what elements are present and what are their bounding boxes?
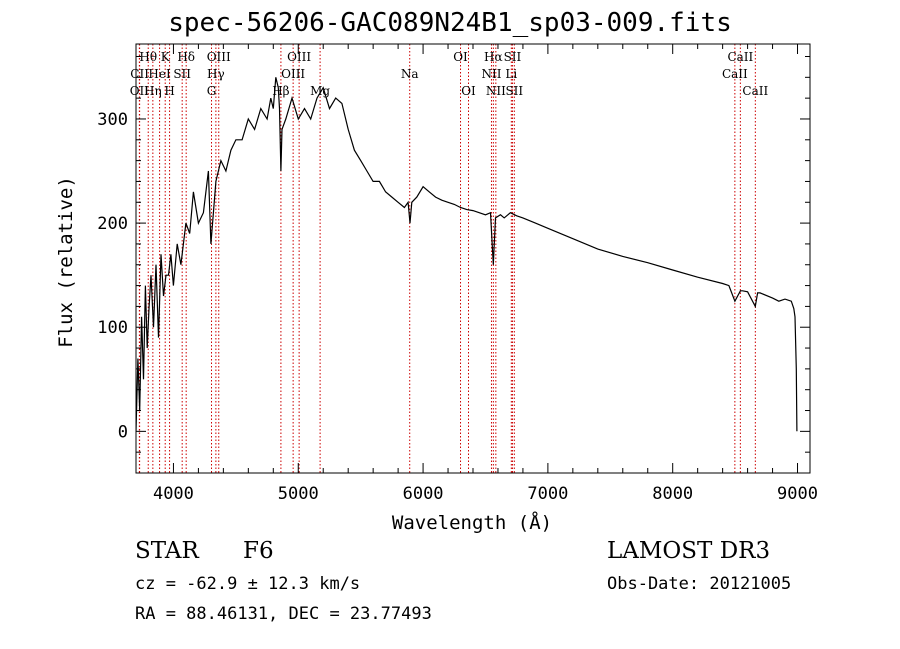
line-label-1: K (161, 50, 171, 64)
line-label-27: CaII (742, 84, 768, 98)
x-tick-label: 7000 (527, 484, 568, 504)
spectrum-series (136, 77, 798, 432)
line-label-16: Li (505, 67, 517, 81)
subclass-label: F6 (243, 538, 274, 564)
plot-frame (135, 43, 811, 474)
line-label-8: CaII (727, 50, 753, 64)
redshift-text: cz = -62.9 ± 12.3 km/s (135, 574, 361, 594)
line-label-4: OIII (287, 50, 311, 64)
line-label-25: NII (486, 84, 506, 98)
line-label-13: OIII (281, 67, 305, 81)
line-label-10: HeI (148, 67, 171, 81)
line-label-22: Hβ (272, 84, 289, 98)
line-label-19: Hη (144, 84, 162, 98)
y-tick-label: 200 (97, 214, 128, 234)
line-label-21: G (207, 84, 217, 98)
line-label-0: Hθ (139, 50, 157, 64)
line-label-9: CII (130, 67, 149, 81)
x-tick-label: 5000 (278, 484, 319, 504)
line-label-11: SII (173, 67, 191, 81)
y-tick-label: 300 (97, 110, 128, 130)
emission-line-markers (138, 44, 756, 473)
x-tick-label: 6000 (403, 484, 444, 504)
survey-label: LAMOST DR3 (607, 538, 771, 564)
line-label-14: Na (401, 67, 419, 81)
x-axis-label: Wavelength (Å) (392, 511, 552, 534)
x-tick-label: 4000 (153, 484, 194, 504)
line-label-17: CaII (722, 67, 748, 81)
y-tick-label: 100 (97, 318, 128, 338)
line-label-7: SII (504, 50, 522, 64)
coordinates-text: RA = 88.46131, DEC = 23.77493 (135, 604, 432, 624)
line-label-12: Hγ (207, 67, 225, 81)
y-tick-label: 0 (118, 422, 128, 442)
x-tick-label: 8000 (652, 484, 693, 504)
class-label: STAR (135, 538, 199, 564)
line-label-26: SII (505, 84, 523, 98)
line-label-2: Hδ (177, 50, 195, 64)
line-label-24: OI (461, 84, 476, 98)
obs-date-text: Obs-Date: 20121005 (607, 574, 792, 594)
line-label-3: OIII (207, 50, 231, 64)
axes: 4000 5000 6000 7000 8000 9000 0 100 200 300 (97, 43, 818, 504)
line-label-5: OI (453, 50, 468, 64)
line-label-23: Mg (310, 84, 330, 98)
x-tick-label: 9000 (777, 484, 818, 504)
y-axis-label: Flux (relative) (55, 176, 77, 348)
line-label-18: OII (130, 84, 150, 98)
line-label-20: H (164, 84, 174, 98)
line-label-6: Hα (484, 50, 503, 64)
chart-title: spec-56206-GAC089N24B1_sp03-009.fits (168, 8, 732, 38)
spectrum-line-0 (136, 77, 798, 432)
line-label-15: NII (481, 67, 501, 81)
